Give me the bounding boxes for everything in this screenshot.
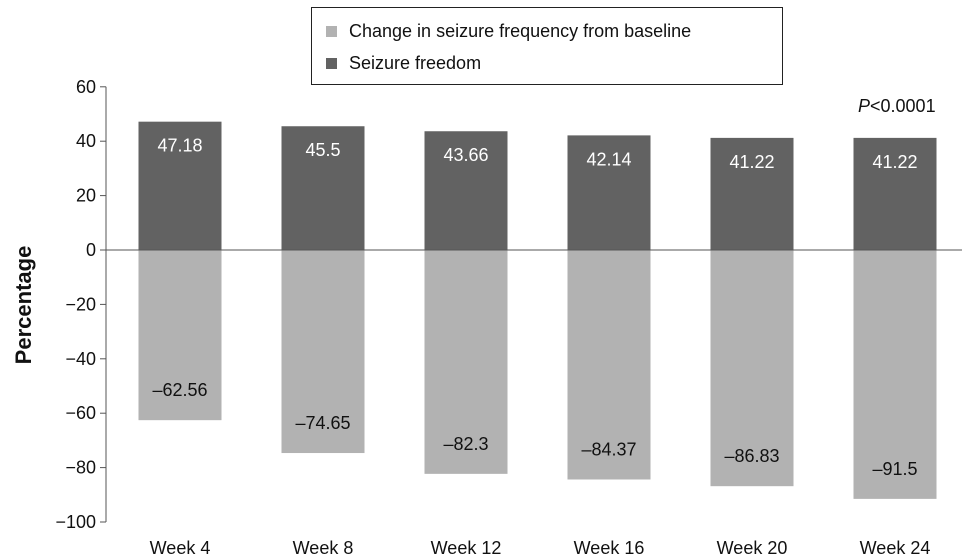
legend-label-change: Change in seizure frequency from baselin… [349, 21, 692, 41]
legend-item-change-in-seizure-frequency: Change in seizure frequency from baselin… [326, 21, 691, 42]
x-tick-label: Week 24 [860, 538, 931, 558]
data-label-freedom: 41.22 [872, 152, 917, 172]
bar-freedom-week-24 [853, 137, 937, 250]
data-label-freedom: 41.22 [729, 152, 774, 172]
legend: Change in seizure frequency from baselin… [311, 7, 783, 85]
bar-change-week-16 [567, 250, 651, 480]
legend-swatch-freedom [326, 58, 337, 69]
y-tick-label: −40 [65, 349, 96, 369]
p-value: <0.0001 [870, 96, 936, 116]
p-value-annotation: P<0.0001 [858, 96, 936, 117]
data-label-freedom: 42.14 [586, 149, 631, 169]
x-tick-label: Week 16 [574, 538, 645, 558]
bar-freedom-week-16 [567, 135, 651, 250]
y-tick-label: 40 [76, 131, 96, 151]
data-label-change: –84.37 [581, 439, 636, 459]
legend-label-freedom: Seizure freedom [349, 53, 482, 73]
data-label-change: –82.3 [443, 434, 488, 454]
y-tick-label: −100 [55, 512, 96, 532]
x-tick-label: Week 4 [150, 538, 211, 558]
y-axis-title: Percentage [11, 245, 36, 365]
y-tick-label: 0 [86, 240, 96, 260]
y-tick-label: −20 [65, 294, 96, 314]
bar-change-week-8 [281, 250, 365, 454]
bar-freedom-week-20 [710, 137, 794, 250]
data-label-freedom: 45.5 [305, 140, 340, 160]
p-symbol: P [858, 96, 871, 116]
x-tick-label: Week 12 [431, 538, 502, 558]
bar-freedom-week-4 [138, 121, 222, 250]
bar-change-week-4 [138, 250, 222, 421]
data-label-change: –74.65 [295, 413, 350, 433]
y-tick-label: −80 [65, 458, 96, 478]
legend-swatch-change [326, 26, 337, 37]
data-label-change: –62.56 [152, 380, 207, 400]
legend-item-seizure-freedom: Seizure freedom [326, 53, 481, 74]
bar-freedom-week-12 [424, 131, 508, 250]
data-label-change: –86.83 [724, 446, 779, 466]
data-label-freedom: 47.18 [157, 136, 202, 156]
bar-change-week-12 [424, 250, 508, 474]
y-tick-label: 60 [76, 77, 96, 97]
bar-freedom-week-8 [281, 126, 365, 250]
data-label-freedom: 43.66 [443, 145, 488, 165]
y-tick-label: −60 [65, 403, 96, 423]
bar-change-week-20 [710, 250, 794, 487]
x-tick-label: Week 8 [293, 538, 354, 558]
data-label-change: –91.5 [872, 459, 917, 479]
bar-change-week-24 [853, 250, 937, 499]
x-tick-label: Week 20 [717, 538, 788, 558]
y-tick-label: 20 [76, 186, 96, 206]
